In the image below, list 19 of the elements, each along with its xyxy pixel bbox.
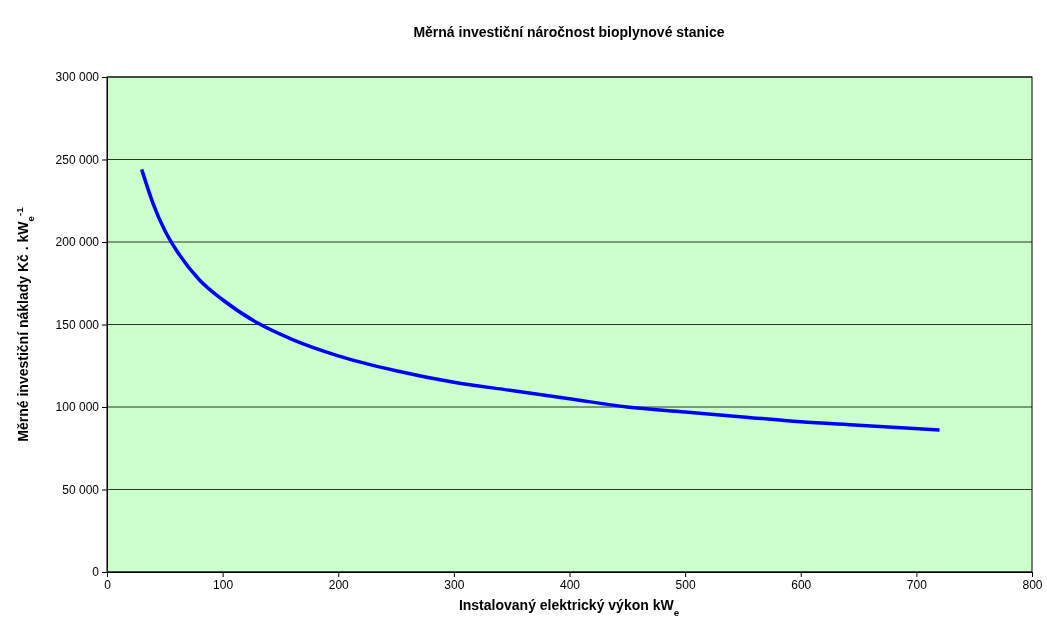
y-tick-label: 150 000 — [55, 317, 100, 332]
y-tick-label: 300 000 — [55, 70, 100, 85]
x-axis-title: Instalovaný elektrický výkon kW$_{e}$ — [458, 597, 680, 618]
x-tick-label: 0 — [104, 577, 112, 592]
x-tick-label: 200 — [328, 577, 350, 592]
y-tick-label: 200 000 — [55, 235, 100, 250]
y-tick-label: 100 000 — [55, 400, 100, 415]
line-series — [139, 167, 942, 432]
x-tick-label: 700 — [906, 577, 928, 592]
x-tick-label: 500 — [675, 577, 696, 592]
x-tick-label: 400 — [559, 577, 581, 592]
chart-title: Měrná investiční náročnost bioplynové stanice — [413, 24, 725, 40]
y-tick-label: 0 — [92, 565, 100, 580]
y-tick-label: 50 000 — [62, 482, 100, 497]
x-tick-label: 100 — [213, 577, 234, 592]
x-tick-label: 800 — [1022, 577, 1043, 592]
x-tick-label: 300 — [444, 577, 465, 592]
y-tick-label: 250 000 — [55, 152, 100, 167]
x-tick-label: 600 — [791, 577, 812, 592]
